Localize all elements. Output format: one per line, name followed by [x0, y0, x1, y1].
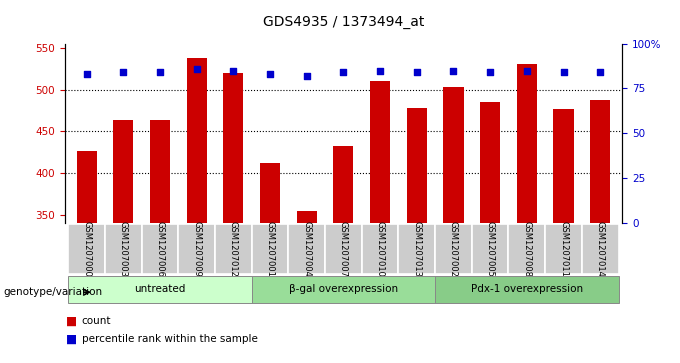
Text: GSM1207010: GSM1207010	[375, 221, 385, 277]
Text: β-gal overexpression: β-gal overexpression	[289, 284, 398, 294]
Text: GSM1207011: GSM1207011	[559, 221, 568, 277]
Bar	[517, 65, 537, 223]
Bar	[333, 146, 354, 223]
Point	[485, 69, 496, 75]
Text: GSM1207002: GSM1207002	[449, 221, 458, 277]
Text: GSM1207001: GSM1207001	[265, 221, 275, 277]
Point	[191, 66, 202, 72]
Text: GSM1207005: GSM1207005	[486, 221, 494, 277]
FancyBboxPatch shape	[252, 276, 435, 303]
Bar	[77, 151, 97, 223]
FancyBboxPatch shape	[472, 224, 509, 274]
Text: GSM1207014: GSM1207014	[596, 221, 605, 277]
FancyBboxPatch shape	[141, 224, 178, 274]
Text: GSM1207007: GSM1207007	[339, 221, 348, 277]
Text: ■: ■	[66, 315, 77, 328]
Bar	[443, 87, 464, 223]
Point	[228, 68, 239, 73]
Text: count: count	[82, 316, 111, 326]
Text: GSM1207009: GSM1207009	[192, 221, 201, 277]
Text: ■: ■	[66, 333, 77, 346]
Text: GSM1207013: GSM1207013	[412, 221, 422, 277]
Bar	[296, 211, 317, 223]
Point	[522, 68, 532, 73]
Text: genotype/variation: genotype/variation	[3, 287, 103, 297]
Point	[81, 71, 92, 77]
FancyBboxPatch shape	[68, 224, 105, 274]
Point	[448, 68, 459, 73]
Bar	[113, 121, 133, 223]
FancyBboxPatch shape	[545, 224, 582, 274]
FancyBboxPatch shape	[509, 224, 545, 274]
Point	[375, 68, 386, 73]
Bar	[150, 121, 170, 223]
Point	[301, 73, 312, 79]
Text: GSM1207000: GSM1207000	[82, 221, 91, 277]
Bar	[554, 109, 574, 223]
Text: GSM1207006: GSM1207006	[156, 221, 165, 277]
Text: untreated: untreated	[134, 284, 186, 294]
Text: GSM1207012: GSM1207012	[229, 221, 238, 277]
Bar	[223, 73, 243, 223]
FancyBboxPatch shape	[435, 276, 619, 303]
Bar	[407, 108, 427, 223]
Point	[411, 69, 422, 75]
FancyBboxPatch shape	[178, 224, 215, 274]
Point	[154, 69, 165, 75]
FancyBboxPatch shape	[252, 224, 288, 274]
FancyBboxPatch shape	[288, 224, 325, 274]
Text: GSM1207003: GSM1207003	[119, 221, 128, 277]
Bar	[480, 102, 500, 223]
FancyBboxPatch shape	[362, 224, 398, 274]
Bar	[186, 58, 207, 223]
Text: GSM1207008: GSM1207008	[522, 221, 531, 277]
Bar	[260, 163, 280, 223]
FancyBboxPatch shape	[398, 224, 435, 274]
Text: percentile rank within the sample: percentile rank within the sample	[82, 334, 258, 344]
Point	[265, 71, 275, 77]
Point	[595, 69, 606, 75]
Point	[118, 69, 129, 75]
Bar	[590, 101, 610, 223]
FancyBboxPatch shape	[105, 224, 141, 274]
Text: Pdx-1 overexpression: Pdx-1 overexpression	[471, 284, 583, 294]
Text: GSM1207004: GSM1207004	[302, 221, 311, 277]
FancyBboxPatch shape	[68, 276, 252, 303]
FancyBboxPatch shape	[435, 224, 472, 274]
Point	[558, 69, 569, 75]
Text: GDS4935 / 1373494_at: GDS4935 / 1373494_at	[262, 15, 424, 29]
Bar	[370, 81, 390, 223]
FancyBboxPatch shape	[215, 224, 252, 274]
FancyBboxPatch shape	[582, 224, 619, 274]
FancyBboxPatch shape	[325, 224, 362, 274]
Point	[338, 69, 349, 75]
